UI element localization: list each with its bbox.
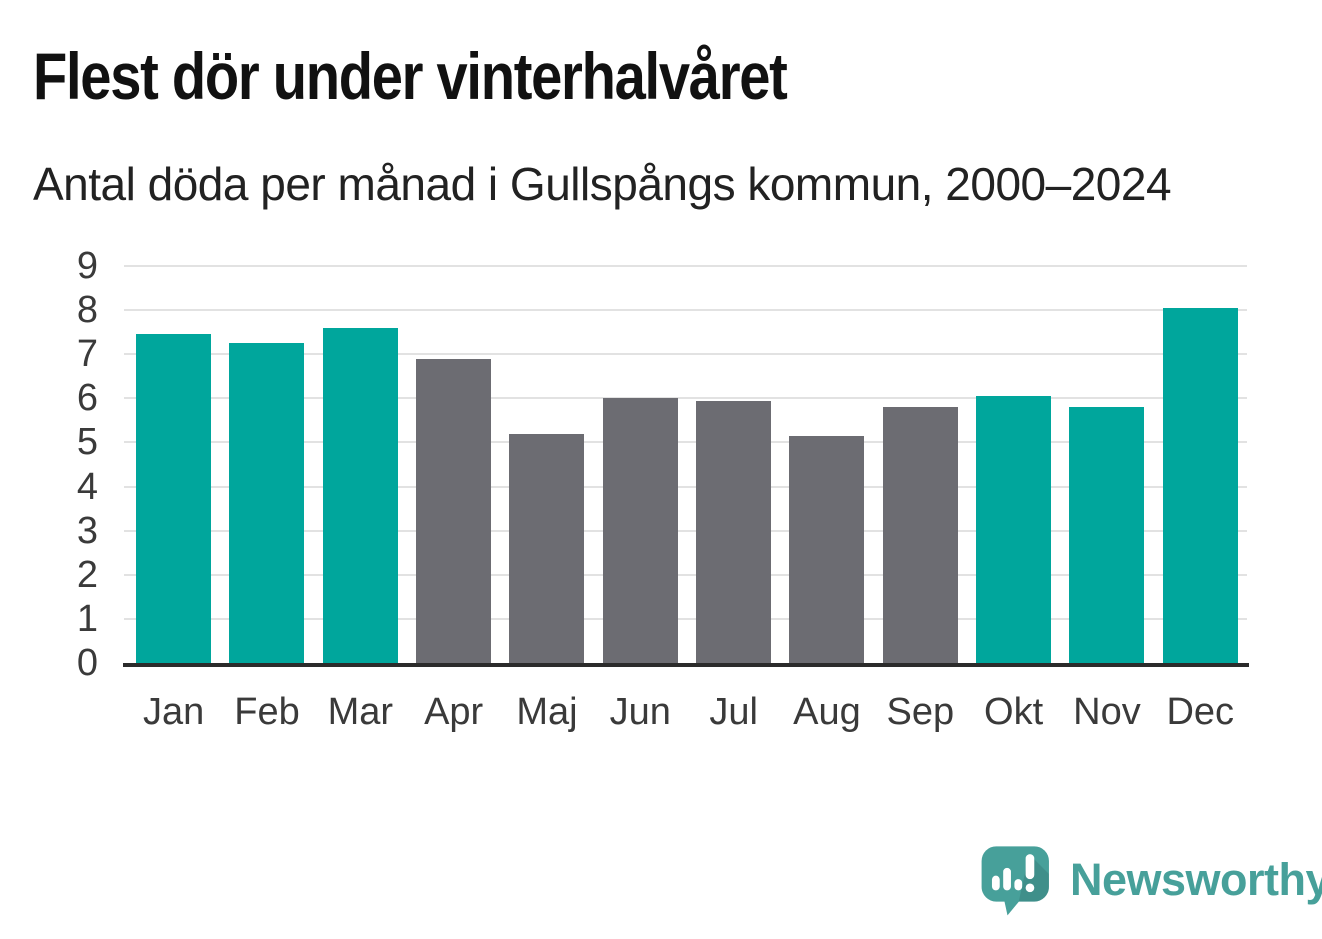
newsworthy-speech-bubble-bar-chart-icon xyxy=(981,846,1049,916)
x-label-jul: Jul xyxy=(709,691,758,733)
bar-nov xyxy=(1069,407,1145,663)
gridline-1 xyxy=(124,617,1247,620)
y-tick-label-7: 7 xyxy=(76,333,98,376)
bar-apr xyxy=(416,358,492,663)
plot-area xyxy=(123,265,1249,667)
bar-band-jan xyxy=(127,266,220,663)
bar-band-aug xyxy=(780,266,873,663)
gridlines xyxy=(124,265,1247,663)
x-label-jan: Jan xyxy=(143,691,205,733)
gridline-2 xyxy=(124,573,1247,576)
bar-band-jun xyxy=(594,266,687,663)
bar-mar xyxy=(322,327,398,663)
y-tick-label-4: 4 xyxy=(76,465,98,508)
gridline-9 xyxy=(124,265,1247,267)
x-label-apr: Apr xyxy=(424,691,484,733)
bar-band-nov xyxy=(1060,266,1153,663)
bar-aug xyxy=(789,435,865,663)
bar-sep xyxy=(882,407,958,663)
y-tick-label-1: 1 xyxy=(76,597,98,640)
gridline-6 xyxy=(124,397,1247,400)
newsworthy-logo: Newsworthy xyxy=(979,843,1322,917)
bar-dec xyxy=(1162,307,1238,663)
newsworthy-logo-text: Newsworthy xyxy=(1070,854,1322,905)
bar-band-maj xyxy=(500,266,593,663)
bar-band-apr xyxy=(407,266,500,663)
bar-band-jul xyxy=(687,266,780,663)
gridline-3 xyxy=(124,529,1247,532)
x-label-okt: Okt xyxy=(984,691,1044,733)
x-label-nov: Nov xyxy=(1073,691,1141,733)
bar-okt xyxy=(976,396,1052,663)
y-tick-label-2: 2 xyxy=(76,553,98,596)
bar-band-sep xyxy=(874,266,967,663)
y-tick-label-6: 6 xyxy=(76,377,98,420)
gridline-8 xyxy=(124,309,1247,312)
x-axis: Jan Feb Mar Apr Maj Jun Jul Aug Sep Okt Nov Dec xyxy=(127,691,1247,734)
y-tick-label-8: 8 xyxy=(76,289,98,332)
x-label-feb: Feb xyxy=(234,691,300,733)
x-label-maj: Maj xyxy=(516,691,578,733)
x-label-dec: Dec xyxy=(1166,691,1235,733)
chart-subtitle: Antal döda per månad i Gullspångs kommun… xyxy=(33,158,1172,210)
y-tick-label-3: 3 xyxy=(76,509,98,552)
bar-jan xyxy=(136,334,212,663)
gridline-5 xyxy=(124,441,1247,444)
bar-band-mar xyxy=(314,266,407,663)
y-tick-label-5: 5 xyxy=(76,421,98,464)
gridline-7 xyxy=(124,353,1247,356)
bar-band-feb xyxy=(220,266,313,663)
bar-maj xyxy=(509,433,585,663)
bar-jul xyxy=(696,400,772,663)
chart-title: Flest dör under vinterhalvåret xyxy=(33,39,788,113)
bar-feb xyxy=(229,343,305,663)
bar-jun xyxy=(602,398,678,663)
bar-band-okt xyxy=(967,266,1060,663)
bar-band-dec xyxy=(1154,266,1247,663)
gridline-4 xyxy=(124,485,1247,488)
bars xyxy=(127,266,1247,663)
y-tick-label-9: 9 xyxy=(76,245,98,287)
x-label-mar: Mar xyxy=(327,691,394,733)
x-axis-line xyxy=(123,663,1249,667)
x-label-jun: Jun xyxy=(609,691,671,733)
y-tick-label-0: 0 xyxy=(76,642,98,684)
x-label-sep: Sep xyxy=(886,691,955,733)
x-label-aug: Aug xyxy=(793,691,861,733)
